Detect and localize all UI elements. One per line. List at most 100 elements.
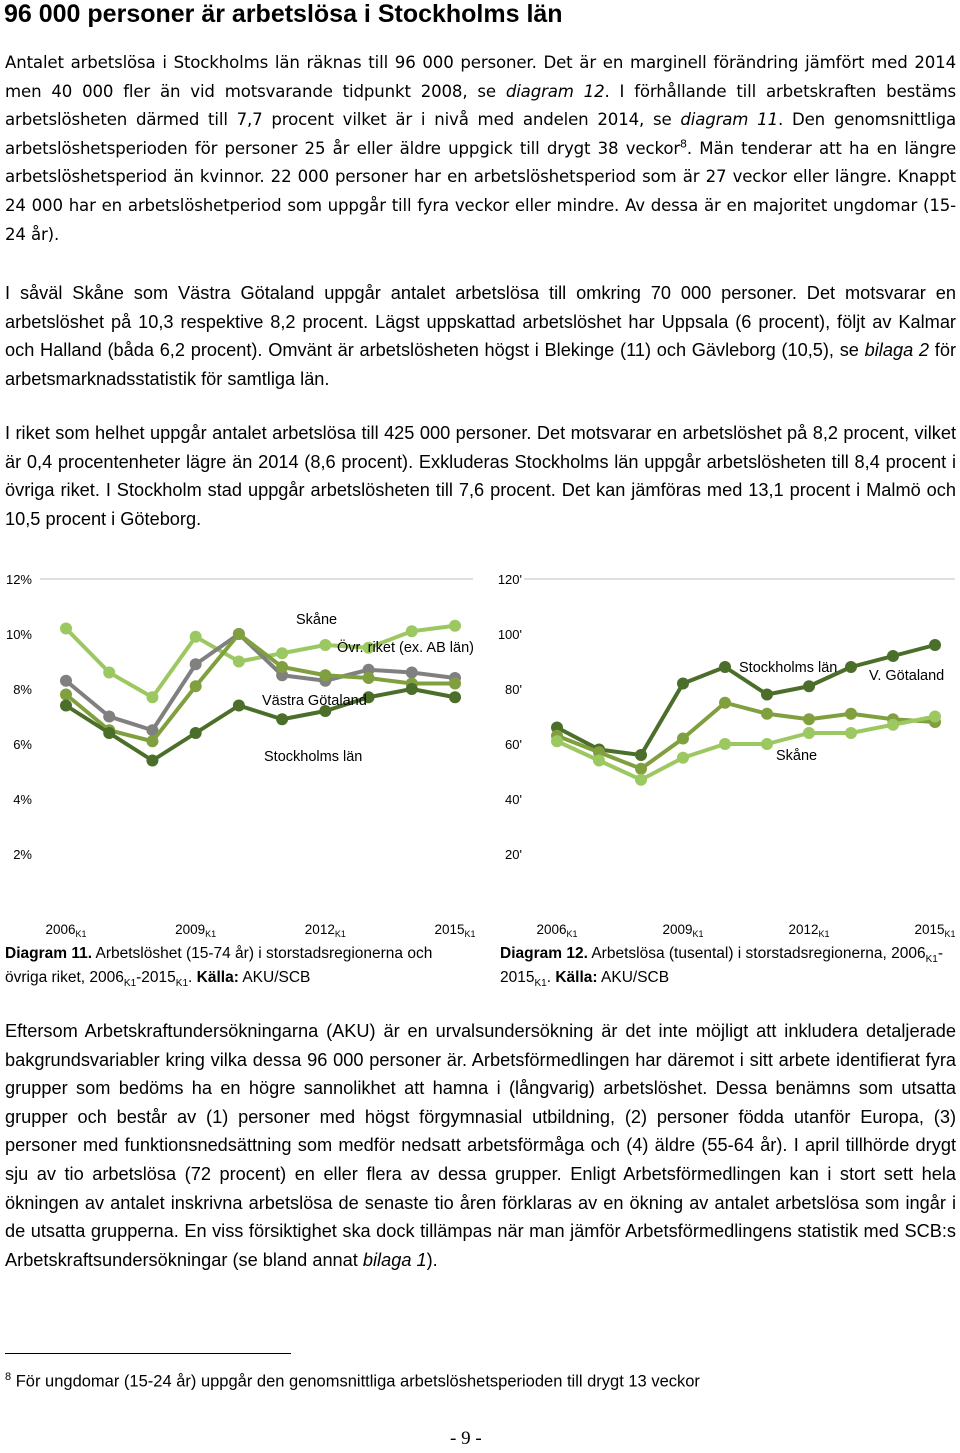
x-tick-label: 2015K1: [914, 922, 955, 939]
p1-text-a: Antalet arbetslösa i Stockholms län räkn…: [5, 53, 956, 101]
series-label: Övr. riket (ex. AB län): [337, 638, 474, 656]
data-point-skåne: [405, 625, 418, 638]
chart-diagram-11: 2% 4% 6% 8% 10% 12% 2006K1 2009K1 2012K1 2015K1 Sk…: [6, 572, 476, 939]
series-label: Stockholms län: [264, 749, 362, 765]
caption-11-source-label: Källa:: [196, 969, 239, 986]
paragraph-aku: Eftersom Arbetskraftundersökningarna (AK…: [5, 1017, 956, 1274]
data-point-skåne: [103, 666, 116, 679]
data-point-skåne: [362, 641, 375, 654]
data-point-skåne: [803, 727, 815, 739]
series-line-västra-götaland: [64, 632, 455, 744]
series-label: Stockholms län: [739, 660, 837, 676]
data-point-västra-götaland: [319, 669, 332, 682]
data-point-övr-riket-ex-ab-län: [60, 674, 72, 687]
data-point-skåne: [276, 647, 289, 660]
data-point-stockholms-län: [276, 713, 289, 726]
page-number: - 9 -: [450, 1428, 482, 1449]
data-point-stockholms-län: [551, 721, 563, 734]
caption-11-text: Arbetslöshet (15-74 år) i storstadsregio…: [5, 945, 433, 986]
data-point-övr-riket-ex-ab-län: [276, 669, 289, 682]
p1-text-c: . Den genomsnittliga arbetslöshetsperiod…: [5, 110, 957, 158]
series-line-skåne: [64, 623, 456, 700]
p1-ref-diagram-12: diagram 12: [505, 81, 605, 101]
data-point-v-götaland: [593, 746, 605, 759]
series-line-stockholms-län: [64, 687, 456, 763]
y-tick-label: 12%: [6, 572, 32, 587]
p4-ref-bilaga-1: bilaga 1: [362, 1249, 427, 1270]
data-point-stockholms-län: [635, 749, 647, 761]
series-line-v-götaland: [556, 700, 936, 771]
footnote-divider: [5, 1353, 291, 1354]
x-tick-label: 2012K1: [788, 922, 829, 939]
data-point-stockholms-län: [319, 705, 332, 717]
caption-12-source-label: Källa:: [555, 969, 598, 986]
x-tick-label: 2006K1: [45, 922, 86, 939]
p4-text-a: Eftersom Arbetskraftundersökningarna (AK…: [5, 1021, 956, 1270]
p1-ref-diagram-11: diagram 11: [680, 110, 778, 130]
data-point-stockholms-län: [189, 727, 202, 739]
data-point-skåne: [449, 619, 461, 632]
data-point-stockholms-län: [146, 754, 159, 767]
data-point-skåne: [887, 718, 899, 731]
data-point-v-götaland: [719, 696, 731, 709]
p2-text-b: för arbetsmarknadsstatistik för samtliga…: [5, 340, 956, 389]
caption-12-sub: K1: [925, 954, 938, 966]
data-point-övr-riket-ex-ab-län: [146, 724, 159, 737]
series-label: Skåne: [296, 612, 337, 628]
data-point-skåne: [593, 754, 605, 767]
data-point-stockholms-län: [887, 650, 899, 662]
chart-diagram-12: 20' 40' 60' 80' 100' 120' 2006K1 2009K1 2012K1 20…: [498, 572, 956, 939]
data-point-västra-götaland: [189, 680, 202, 693]
data-point-skåne: [60, 622, 72, 635]
y-tick-label: 100': [498, 627, 522, 642]
data-point-skåne: [189, 630, 202, 643]
data-point-stockholms-län: [803, 680, 815, 693]
caption-11-sub2: K1: [175, 978, 189, 990]
footnote: 8 För ungdomar (15-24 år) uppgår den gen…: [5, 1365, 700, 1394]
caption-12-text3: .: [546, 969, 556, 986]
footnote-text: För ungdomar (15-24 år) uppgår den genom…: [11, 1372, 700, 1391]
data-point-stockholms-län: [103, 727, 116, 739]
paragraph-stockholm: Antalet arbetslösa i Stockholms län räkn…: [5, 49, 956, 249]
p1-text-d: . Män tenderar att ha en längre arbetslö…: [5, 138, 957, 244]
data-point-stockholms-län: [845, 661, 857, 673]
paragraph-regions: I såväl Skåne som Västra Götaland uppgår…: [5, 279, 956, 393]
caption-12-sub2: K1: [534, 978, 547, 990]
footnote-ref: 8: [680, 137, 687, 151]
data-point-västra-götaland: [60, 688, 72, 701]
p2-ref-bilaga-2: bilaga 2: [864, 340, 930, 361]
data-point-västra-götaland: [362, 672, 375, 684]
footnote-number: 8: [5, 1371, 12, 1383]
caption-11-source: AKU/SCB: [238, 969, 311, 986]
caption-12-text: Arbetslösa (tusental) i storstadsregione…: [587, 945, 926, 962]
y-tick-label: 8%: [13, 682, 32, 697]
data-point-västra-götaland: [232, 628, 245, 640]
p2-text-a: I såväl Skåne som Västra Götaland uppgår…: [5, 283, 956, 361]
series-label: Västra Götaland: [262, 693, 367, 709]
series-line-stockholms-län: [556, 643, 936, 757]
p1-text-b: . I förhållande till arbetskraften bestä…: [5, 81, 957, 130]
data-point-stockholms-län: [929, 639, 941, 651]
series-label: Skåne: [776, 748, 817, 764]
data-point-stockholms-län: [60, 699, 72, 712]
y-tick-label: 20': [505, 847, 522, 862]
y-tick-label: 120': [498, 572, 522, 587]
data-point-v-götaland: [761, 707, 773, 720]
caption-diagram-12: Diagram 12. Arbetslösa (tusental) i stor…: [500, 942, 958, 990]
data-point-stockholms-län: [362, 691, 375, 704]
data-point-skåne: [146, 691, 159, 704]
caption-12-text2: -2015: [500, 945, 944, 986]
y-tick-label: 2%: [13, 847, 32, 862]
x-tick-label: 2009K1: [175, 922, 216, 939]
data-point-skåne: [929, 710, 941, 723]
data-point-v-götaland: [635, 762, 647, 775]
data-point-västra-götaland: [146, 735, 159, 748]
data-point-övr-riket-ex-ab-län: [189, 658, 202, 671]
caption-11-text2: -2015: [136, 969, 176, 986]
data-point-stockholms-län: [761, 688, 773, 701]
y-tick-label: 80': [505, 682, 522, 697]
p4-text-b: ).: [426, 1249, 438, 1270]
data-point-skåne: [551, 735, 563, 748]
caption-11-label: Diagram 11.: [5, 945, 93, 962]
caption-11-sub: K1: [123, 978, 137, 990]
